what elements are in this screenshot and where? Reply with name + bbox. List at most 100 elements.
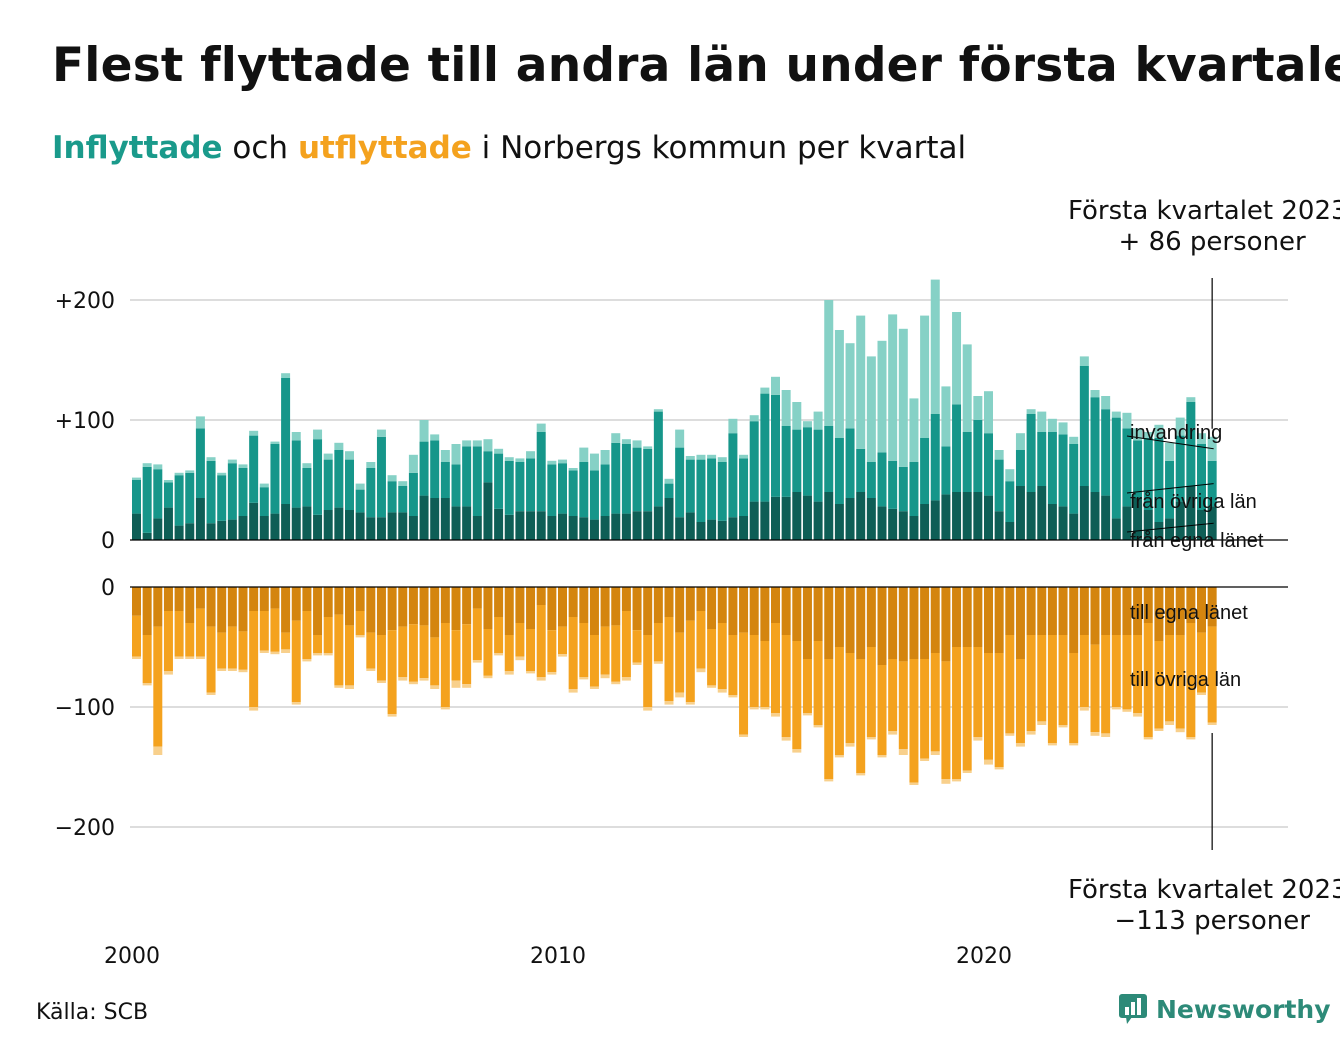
bar-utvandring	[472, 660, 482, 663]
bar-fran-ovriga-lan	[643, 448, 653, 512]
bar-fran-egna-lanet	[1015, 486, 1025, 540]
bar-fran-egna-lanet	[483, 482, 493, 540]
bar-till-egna-lanet	[685, 587, 695, 621]
bar-fran-ovriga-lan	[600, 464, 610, 516]
bar-till-ovriga-lan	[856, 659, 866, 773]
bar-till-ovriga-lan	[792, 641, 802, 749]
annotation-bottom-line1: Första kvartalet 2023:	[1068, 875, 1340, 905]
bar-till-egna-lanet	[1197, 587, 1206, 633]
bar-fran-ovriga-lan	[834, 438, 844, 504]
y-tick-label: 0	[101, 529, 115, 554]
bar-till-egna-lanet	[174, 587, 184, 611]
bar-fran-ovriga-lan	[909, 462, 919, 516]
bar-fran-ovriga-lan	[749, 421, 759, 502]
bar-till-egna-lanet	[941, 587, 951, 662]
bar-till-ovriga-lan	[632, 630, 642, 663]
bar-utvandring	[1175, 728, 1185, 733]
bar-till-ovriga-lan	[1015, 659, 1025, 743]
bar-till-ovriga-lan	[1079, 635, 1089, 707]
bar-till-ovriga-lan	[355, 611, 365, 635]
bar-invandring	[1079, 356, 1089, 366]
bar-till-egna-lanet	[611, 587, 621, 626]
bar-invandring	[462, 440, 472, 447]
bar-invandring	[962, 344, 972, 432]
bar-till-egna-lanet	[888, 587, 898, 659]
bar-till-ovriga-lan	[1143, 623, 1153, 737]
bar-fran-egna-lanet	[504, 514, 514, 540]
bar-till-egna-lanet	[526, 587, 536, 629]
bar-utvandring	[888, 731, 898, 735]
bar-till-egna-lanet	[430, 587, 440, 638]
bar-till-egna-lanet	[973, 587, 983, 647]
bar-till-ovriga-lan	[504, 635, 514, 671]
bar-utvandring	[387, 714, 397, 717]
bar-till-ovriga-lan	[302, 611, 312, 659]
bar-till-ovriga-lan	[1197, 632, 1206, 693]
bar-fran-egna-lanet	[568, 516, 578, 540]
bar-till-egna-lanet	[909, 587, 919, 659]
bar-fran-egna-lanet	[1079, 486, 1089, 540]
bar-invandring	[621, 439, 631, 444]
bar-fran-egna-lanet	[1090, 492, 1100, 540]
bar-invandring	[1154, 424, 1164, 438]
bar-invandring	[568, 468, 578, 471]
bar-invandring	[675, 429, 685, 448]
bar-till-egna-lanet	[217, 587, 227, 633]
bar-utvandring	[494, 653, 504, 656]
bar-invandring	[1058, 422, 1068, 435]
bar-fran-ovriga-lan	[494, 453, 504, 509]
bar-till-egna-lanet	[760, 587, 770, 641]
bar-invandring	[1101, 396, 1111, 410]
bar-till-egna-lanet	[1069, 587, 1079, 653]
bar-utvandring	[174, 656, 184, 659]
bar-fran-ovriga-lan	[1026, 414, 1036, 492]
bar-fran-egna-lanet	[536, 511, 546, 540]
bar-fran-egna-lanet	[195, 498, 205, 540]
bar-till-ovriga-lan	[345, 625, 354, 686]
bar-till-egna-lanet	[462, 587, 472, 625]
bar-fran-ovriga-lan	[568, 470, 578, 516]
bar-invandring	[451, 444, 461, 465]
bar-till-ovriga-lan	[376, 635, 386, 681]
bar-till-egna-lanet	[249, 587, 259, 611]
bar-fran-ovriga-lan	[1165, 460, 1175, 519]
bar-till-ovriga-lan	[398, 626, 408, 677]
bar-fran-ovriga-lan	[579, 462, 589, 518]
bar-till-egna-lanet	[366, 587, 376, 633]
bar-till-ovriga-lan	[653, 623, 663, 662]
bar-invandring	[834, 330, 844, 438]
bar-fran-egna-lanet	[270, 513, 280, 540]
bar-till-ovriga-lan	[163, 611, 173, 671]
y-tick-label: 0	[101, 576, 115, 601]
bar-fran-egna-lanet	[920, 504, 930, 540]
bar-fran-egna-lanet	[717, 520, 727, 540]
bar-till-ovriga-lan	[515, 623, 525, 657]
bar-utvandring	[739, 734, 749, 737]
bar-utvandring	[962, 770, 972, 773]
bar-fran-egna-lanet	[856, 492, 866, 540]
bar-fran-egna-lanet	[1175, 501, 1185, 540]
bar-utvandring	[834, 755, 844, 758]
bar-till-egna-lanet	[643, 587, 653, 635]
bar-fran-ovriga-lan	[185, 472, 195, 524]
bar-fran-egna-lanet	[408, 516, 418, 540]
bar-invandring	[291, 432, 301, 441]
bar-invandring	[387, 475, 397, 482]
bar-till-ovriga-lan	[1026, 635, 1036, 731]
bar-utvandring	[813, 725, 823, 728]
bar-fran-ovriga-lan	[515, 462, 525, 512]
bar-utvandring	[451, 680, 461, 688]
bar-till-ovriga-lan	[611, 625, 621, 682]
bar-till-ovriga-lan	[771, 623, 780, 713]
bar-utvandring	[195, 656, 205, 659]
bar-till-egna-lanet	[302, 587, 312, 611]
bar-invandring	[653, 409, 663, 412]
chart-subtitle: Inflyttade och utflyttade i Norbergs kom…	[52, 130, 966, 166]
bar-utvandring	[973, 737, 983, 741]
bar-invandring	[600, 450, 610, 465]
bar-fran-ovriga-lan	[345, 459, 354, 510]
bar-till-ovriga-lan	[866, 647, 876, 737]
bar-till-ovriga-lan	[206, 626, 216, 693]
bar-fran-egna-lanet	[132, 513, 141, 540]
bar-till-egna-lanet	[494, 587, 504, 617]
